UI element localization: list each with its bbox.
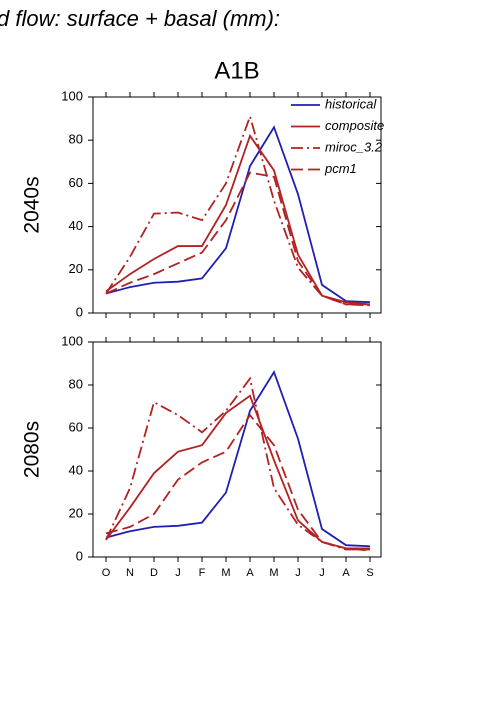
x-tick-label: J — [319, 567, 325, 579]
legend-label: composite — [325, 118, 384, 133]
legend-label: historical — [325, 96, 377, 111]
y-tick-label: 100 — [61, 88, 83, 103]
x-tick-label: S — [366, 567, 373, 579]
x-tick-label: J — [295, 567, 301, 579]
x-tick-label: N — [126, 567, 134, 579]
chart-subtitle: A1B — [214, 57, 259, 84]
plot-frame — [92, 96, 382, 314]
y-tick-label: 0 — [76, 548, 83, 563]
series-line — [105, 125, 371, 304]
series-line — [105, 394, 370, 550]
y-axis-label: 2080s — [21, 421, 44, 478]
series-line — [105, 113, 371, 307]
x-tick-label: M — [221, 567, 230, 579]
series-line — [105, 171, 370, 306]
y-tick-label: 100 — [61, 333, 83, 348]
legend-label: pcm1 — [324, 161, 357, 176]
y-tick-label: 60 — [69, 175, 83, 190]
y-tick-label: 40 — [69, 218, 83, 233]
x-tick-label: D — [150, 567, 158, 579]
x-tick-label: O — [102, 567, 111, 579]
x-tick-label: J — [175, 567, 181, 579]
y-tick-label: 0 — [76, 304, 83, 319]
y-tick-label: 20 — [69, 505, 83, 520]
x-tick-label: M — [269, 567, 278, 579]
y-tick-label: 80 — [69, 132, 83, 147]
x-tick-label: A — [342, 567, 350, 579]
plot-frame — [92, 341, 382, 558]
y-tick-label: 80 — [69, 376, 83, 391]
y-tick-label: 60 — [69, 419, 83, 434]
y-axis-label: 2040s — [21, 176, 44, 233]
x-tick-label: A — [246, 567, 254, 579]
series-line — [105, 370, 371, 548]
series-line — [105, 413, 371, 552]
x-tick-label: F — [199, 567, 206, 579]
y-tick-label: 40 — [69, 462, 83, 477]
y-tick-label: 20 — [69, 261, 83, 276]
chart-title: d flow: surface + basal (mm): — [0, 6, 280, 31]
legend-label: miroc_3.2 — [325, 139, 383, 154]
